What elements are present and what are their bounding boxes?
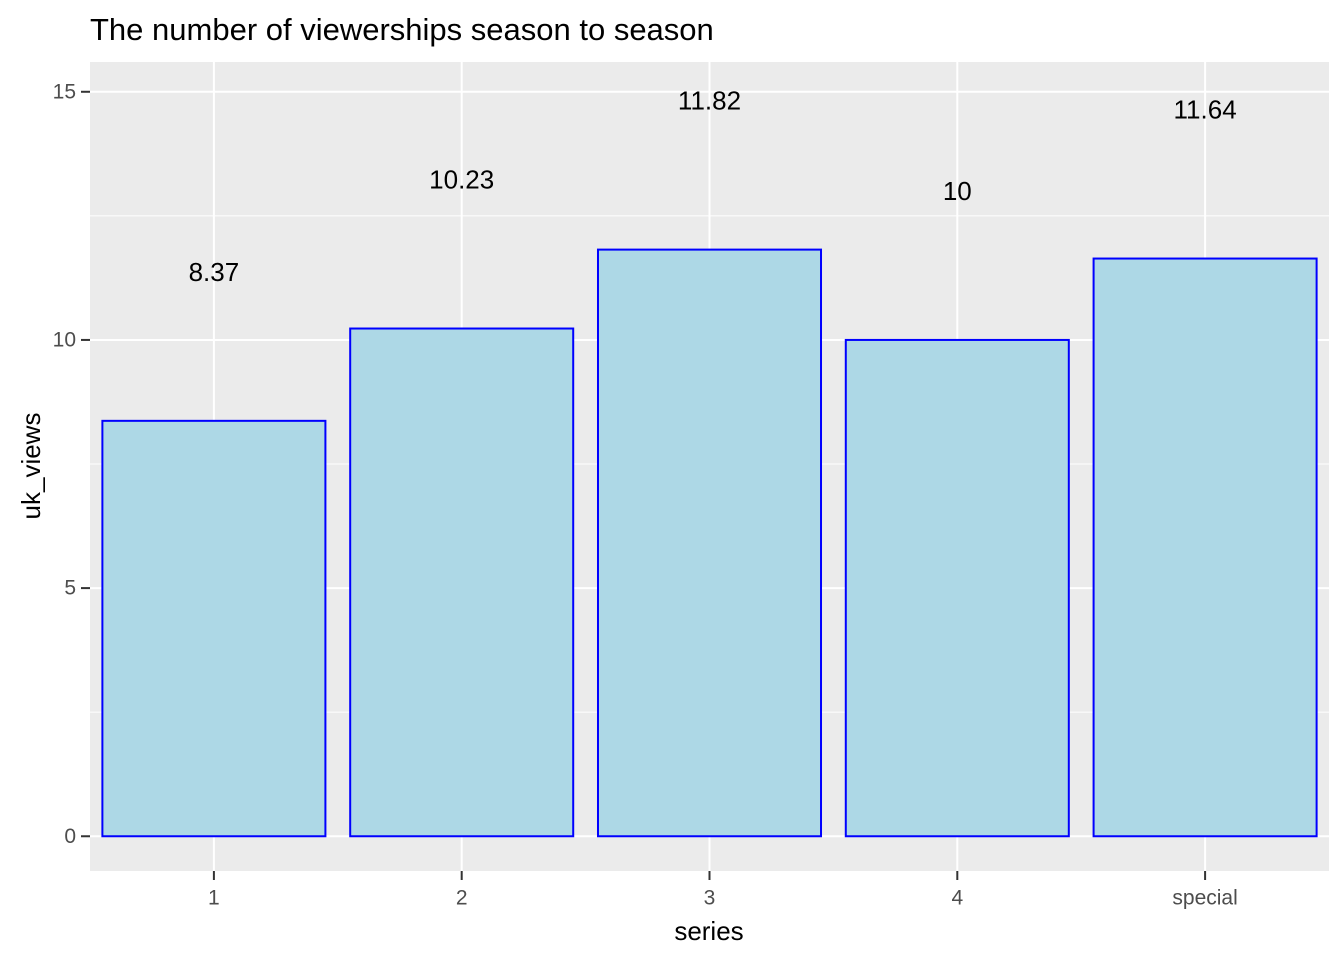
x-axis: 1 2 3 4 special	[208, 871, 1238, 910]
data-label-special: 11.64	[1174, 95, 1237, 125]
bar-special	[1092, 257, 1318, 838]
x-tick-label: 4	[951, 887, 963, 910]
bar-2	[349, 327, 575, 838]
data-labels-group: 8.37 10.23 11.82 10 11.64	[189, 86, 1237, 287]
data-label-3: 11.82	[678, 86, 741, 116]
x-tick-label: 3	[704, 887, 716, 910]
x-tick-label: special	[1172, 887, 1237, 910]
y-axis: 0 5 10 15	[53, 80, 90, 848]
data-label-1: 8.37	[189, 257, 240, 287]
x-axis-title: series	[674, 916, 743, 946]
y-tick-label: 0	[64, 825, 76, 848]
chart-title: The number of viewerships season to seas…	[90, 12, 714, 47]
y-axis-title: uk_views	[16, 413, 46, 520]
y-tick-label: 15	[53, 80, 76, 103]
data-label-2: 10.23	[429, 165, 494, 195]
bar-1	[101, 419, 327, 838]
x-tick-label: 2	[456, 887, 468, 910]
x-tick-label: 1	[208, 887, 220, 910]
bars-group	[101, 248, 1318, 838]
y-tick-label: 5	[64, 577, 76, 600]
data-label-4: 10	[943, 176, 972, 206]
bar-4	[844, 338, 1070, 838]
bar-3	[596, 248, 823, 838]
y-tick-label: 10	[53, 328, 76, 351]
